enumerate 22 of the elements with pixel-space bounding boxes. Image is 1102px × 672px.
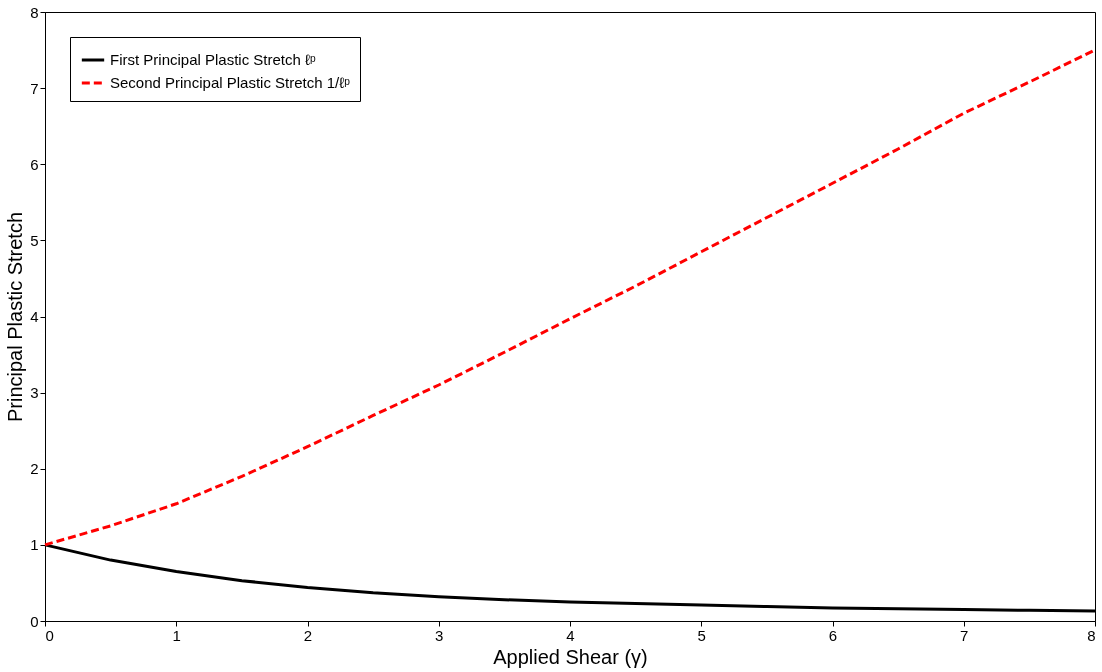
x-tick-label: 5: [697, 626, 706, 644]
x-tick-label: 2: [303, 626, 313, 644]
x-tick-label: 4: [566, 626, 575, 644]
y-tick-label: 5: [30, 231, 39, 249]
y-tick-label: 7: [30, 79, 39, 97]
x-tick-label: 6: [828, 626, 838, 644]
x-tick-label: 8: [1087, 626, 1096, 644]
legend-label: First Principal Plastic Stretch ℓᵖ: [110, 51, 316, 68]
x-tick-label: 3: [435, 626, 444, 644]
y-tick-label: 3: [30, 384, 39, 402]
x-axis-title: Applied Shear (γ): [493, 645, 648, 668]
y-tick-label: 4: [30, 308, 39, 325]
legend-label: Second Principal Plastic Stretch 1/ℓᵖ: [110, 74, 351, 91]
y-tick-label: 0: [30, 612, 39, 630]
y-axis-title: Principal Plastic Stretch: [4, 211, 27, 423]
y-tick-label: 2: [30, 460, 39, 478]
x-tick-label: 1: [172, 626, 181, 644]
y-tick-label: 1: [30, 536, 39, 554]
y-tick-label: 6: [30, 155, 39, 173]
y-tick-label: 8: [30, 3, 39, 21]
x-tick-label: 0: [45, 626, 54, 644]
x-tick-label: 7: [960, 626, 969, 644]
